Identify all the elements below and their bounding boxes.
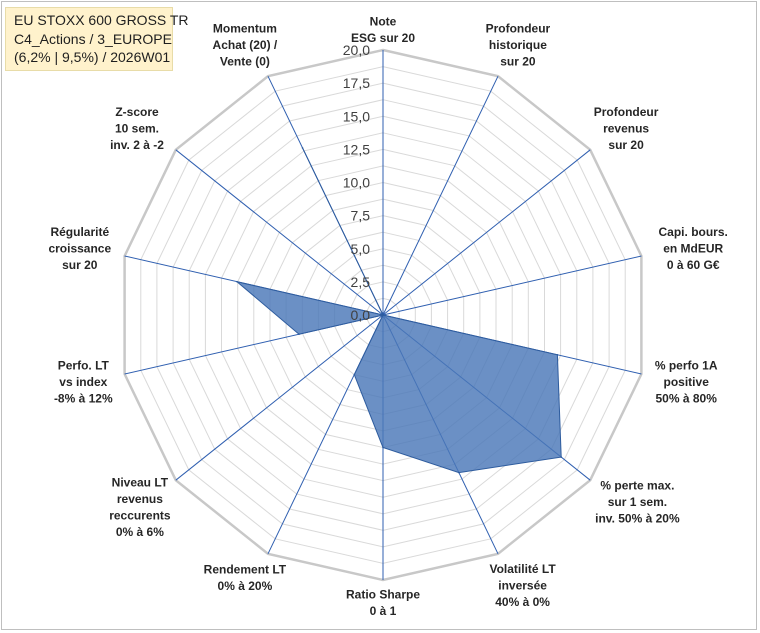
category-label-line: 0% à 20% [218,579,273,593]
category-label-line: sur 20 [62,258,98,272]
chart-title-box: EU STOXX 600 GROSS TR C4_Actions / 3_EUR… [5,7,189,71]
category-label: Note ESG sur 20 [351,15,415,46]
category-label: Niveau LT revenus reccurents 0% à 6% [109,476,171,540]
category-label: Capi. bours. en MdEUR 0 à 60 G€ [659,225,728,272]
category-label-line: 50% à 80% [656,392,718,406]
category-label-line: Momentum [213,22,277,36]
category-label-line: historique [489,38,547,52]
category-label-line: sur 20 [608,138,644,152]
tick-label: 20,0 [343,42,370,58]
category-label-line: 0 à 60 G€ [667,258,720,272]
category-label: Rendement LT 0% à 20% [204,563,287,594]
category-label: Profondeur revenus sur 20 [594,105,659,152]
axis-spoke [175,314,384,481]
category-label-line: Perfo. LT [58,359,110,373]
category-label: Ratio Sharpe 0 à 1 [346,588,420,619]
category-label: Volatilité LT inversée 40% à 0% [489,562,556,609]
category-label-line: Profondeur [594,105,659,119]
category-label: Momentum Achat (20) / Vente (0) [213,22,278,69]
category-label-line: Capi. bours. [659,225,728,239]
data-point [301,147,304,149]
tick-label: 17,5 [343,75,370,91]
tick-label: 15,0 [343,108,370,124]
category-label-line: inv. 50% à 20% [595,512,680,526]
chart-title-line: (6,2% | 9,5%) / 2026W01 [14,49,171,65]
axis-spoke [175,149,384,316]
chart-title-line: C4_Actions / 3_EUROPE [14,30,172,47]
category-label: % perte max. sur 1 sem. inv. 50% à 20% [595,479,680,526]
tick-labels: 0,0 2,5 5,0 7,5 10,0 12,5 15,0 17,5 20,0 [343,42,370,323]
axis-spoke [382,149,591,316]
category-label-line: reccurents [109,509,171,523]
category-label: Z-score 10 sem. inv. 2 à -2 [110,105,164,152]
category-label-line: sur 20 [500,55,536,69]
category-label-line: % perfo 1A [655,359,718,373]
category-label-line: 40% à 0% [495,595,550,609]
category-label: Régularité croissance sur 20 [48,225,111,272]
category-label-line: revenus [603,121,649,135]
category-label: % perfo 1A positive 50% à 80% [655,359,718,406]
axis-spoke [382,75,499,316]
tick-label: 10,0 [343,175,370,191]
category-label-line: -8% à 12% [54,392,113,406]
category-label-line: inv. 2 à -2 [110,138,164,152]
chart-title-line: EU STOXX 600 GROSS TR [14,12,189,28]
category-label-line: sur 1 sem. [608,495,667,509]
tick-label: 5,0 [351,241,371,257]
category-label-line: positive [664,375,710,389]
data-point [298,333,300,336]
category-label-line: inversée [498,578,547,592]
data-point [382,446,384,449]
series [236,147,562,474]
category-label-line: Z-score [115,105,159,119]
category-label-line: Niveau LT [112,476,169,490]
category-label-line: 0% à 6% [116,525,164,539]
tick-label: 2,5 [351,274,371,290]
data-point [556,354,559,356]
category-label-line: Vente (0) [220,55,270,69]
data-point [236,280,238,283]
category-label-line: Ratio Sharpe [346,588,420,602]
category-label-line: 0 à 1 [370,604,397,618]
data-point [353,373,356,376]
category-label-line: Régularité [50,225,109,239]
category-labels: Note ESG sur 20 Profondeur historique sur 20… [48,15,727,619]
data-point [458,471,460,474]
category-label: Profondeur historique sur 20 [486,22,551,69]
category-label-line: Note [370,15,397,29]
category-label-line: Profondeur [486,22,551,36]
category-label-line: Achat (20) / [213,38,278,52]
category-label-line: Volatilité LT [489,562,556,576]
category-label-line: % perte max. [600,479,674,493]
category-label-line: ESG sur 20 [351,31,415,45]
data-point [560,456,562,458]
tick-label: 12,5 [343,141,370,157]
category-label: Perfo. LT vs index -8% à 12% [54,359,113,406]
category-label-line: 10 sem. [115,121,159,135]
tick-label: 0,0 [351,307,371,323]
tick-label: 7,5 [351,208,371,224]
category-label-line: en MdEUR [663,242,723,256]
data-point [382,314,384,316]
category-label-line: croissance [48,242,111,256]
category-label-line: Rendement LT [204,563,287,577]
category-label-line: vs index [59,375,107,389]
axis-spoke [382,255,642,316]
category-label-line: revenus [117,492,163,506]
series-area [236,147,562,474]
